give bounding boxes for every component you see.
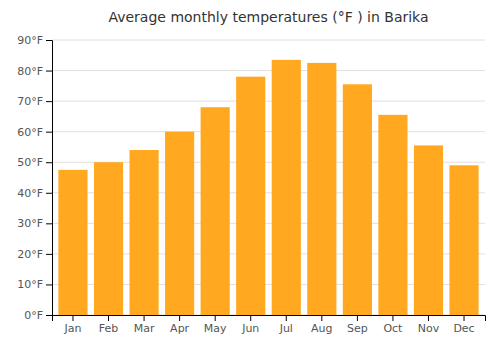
y-tick-mark [46,162,52,163]
bar [272,60,301,315]
bar [129,150,158,315]
y-tick-mark [46,254,52,255]
x-axis-line [53,316,486,322]
chart-container: Jan Feb Mar Apr May Jun Jul Aug Sep Oct Nov Dec 0°F 1… [0,0,500,350]
x-tick-mark [464,315,465,321]
x-tick-label: Dec [453,322,474,335]
y-tick-mark [46,193,52,194]
bars [58,60,478,315]
y-tick-mark [46,101,52,102]
x-tick-label: Oct [383,322,403,335]
x-tick: Jan [63,315,81,335]
bar [343,84,372,315]
bar [94,162,123,315]
x-tick-mark [286,315,287,321]
grid-line [52,101,485,102]
grid-line [52,131,485,132]
x-tick-mark [72,315,73,321]
x-tick: Sep [347,315,368,335]
x-tick: Jul [279,315,293,335]
y-tick-mark [46,71,52,72]
y-tick-label: 50°F [17,156,43,169]
y-tick-mark [46,40,52,41]
y-tick: 80°F [17,65,52,78]
y-tick: 40°F [17,187,52,200]
plot-area: Jan Feb Mar Apr May Jun Jul Aug Sep Oct Nov Dec 0°F 1… [17,34,485,335]
x-tick: Feb [99,315,118,335]
y-tick: 70°F [17,95,52,108]
bar [307,63,336,315]
x-axis: Jan Feb Mar Apr May Jun Jul Aug Sep Oct Nov Dec [53,315,486,335]
y-tick-label: 20°F [17,248,43,261]
y-tick: 30°F [17,217,52,230]
x-tick: Apr [170,315,190,335]
bar [378,115,407,315]
bar [201,107,230,315]
x-tick-label: Nov [418,322,440,335]
y-tick-mark [46,315,52,316]
y-tick: 60°F [17,126,52,139]
x-tick-label: Sep [347,322,368,335]
y-tick: 20°F [17,248,52,261]
y-tick-label: 0°F [24,309,43,322]
y-tick: 10°F [17,278,52,291]
x-tick-mark [321,315,322,321]
x-tick-label: Feb [99,322,118,335]
x-tick-label: Aug [311,322,332,335]
y-tick-label: 30°F [17,217,43,230]
y-tick-label: 10°F [17,278,43,291]
bar [414,145,443,315]
y-tick-label: 40°F [17,187,43,200]
x-tick-label: Apr [170,322,190,335]
y-tick: 0°F [24,309,52,322]
x-tick-label: Jul [279,322,293,335]
x-tick: Nov [418,315,440,335]
bar [165,132,194,315]
x-tick-label: Jan [63,322,81,335]
x-tick: Jun [241,315,259,335]
x-tick: May [204,315,227,335]
x-tick-label: Jun [241,322,259,335]
y-axis: 0°F 10°F 20°F 30°F 40°F 50°F 60°F 70°F 80°F 90°F [17,34,52,322]
x-tick-mark [144,315,145,321]
x-tick-mark [108,315,109,321]
x-tick: Oct [383,315,403,335]
y-tick-label: 80°F [17,65,43,78]
x-tick-mark [215,315,216,321]
bar [449,165,478,315]
y-tick-mark [46,223,52,224]
x-tick: Dec [453,315,474,335]
bar [236,77,265,315]
bar [58,170,87,315]
y-tick-mark [46,132,52,133]
x-tick-label: Mar [134,322,155,335]
y-axis-line [46,41,53,316]
grid-line [52,70,485,71]
y-tick-label: 60°F [17,126,43,139]
x-tick: Aug [311,315,332,335]
y-tick-label: 90°F [17,34,43,47]
x-tick-mark [428,315,429,321]
y-tick: 50°F [17,156,52,169]
grid-line [52,40,485,41]
x-tick-mark [179,315,180,321]
x-tick-mark [357,315,358,321]
title: Average monthly temperatures (°F ) in Ba… [108,9,428,25]
x-tick-mark [250,315,251,321]
y-tick-mark [46,284,52,285]
y-tick-label: 70°F [17,95,43,108]
grid [52,40,485,315]
x-tick-label: May [204,322,227,335]
chart-svg: Jan Feb Mar Apr May Jun Jul Aug Sep Oct Nov Dec 0°F 1… [0,0,500,350]
x-tick: Mar [134,315,155,335]
y-tick: 90°F [17,34,52,47]
x-tick-mark [392,315,393,321]
